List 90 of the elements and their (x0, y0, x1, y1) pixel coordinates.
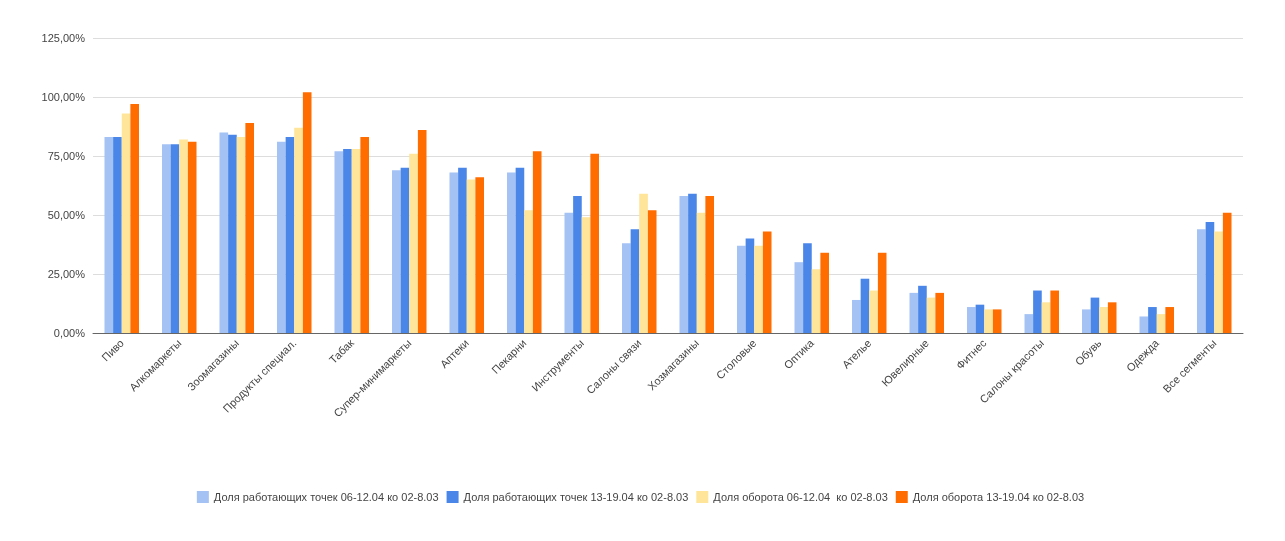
y-tick-label: 100,00% (41, 91, 86, 103)
bar (737, 245, 746, 333)
bar (1148, 307, 1157, 333)
bar (1222, 212, 1232, 333)
bar (1024, 314, 1034, 333)
bar (1214, 231, 1223, 333)
bar (515, 167, 525, 333)
bar (803, 243, 812, 333)
bar (1205, 222, 1215, 333)
bar (984, 309, 993, 333)
bar (179, 139, 188, 333)
bar (745, 238, 755, 333)
y-tick-label: 25,00% (47, 268, 86, 280)
bar (688, 193, 697, 333)
bar (417, 130, 427, 333)
bar (162, 144, 171, 333)
bar (967, 307, 976, 333)
bar (1082, 309, 1091, 333)
bar (975, 304, 985, 333)
bar (187, 141, 197, 333)
bar (820, 252, 829, 333)
bar (622, 243, 631, 333)
bar (1197, 229, 1206, 333)
bar (1165, 307, 1174, 333)
legend-label: Доля оборота 06-12.04 ко 02-8.03 (713, 491, 888, 503)
bar (1041, 302, 1051, 333)
bar (1050, 290, 1059, 333)
bar (285, 137, 295, 333)
bar (524, 210, 533, 333)
bar (334, 151, 344, 333)
bar (705, 196, 714, 333)
bar (564, 212, 574, 333)
bar (1107, 302, 1117, 333)
legend-label: Доля оборота 13-19.04 ко 02-8.03 (912, 491, 1085, 503)
bar (236, 137, 246, 333)
bar (245, 122, 254, 333)
bar (869, 290, 878, 333)
bar (360, 137, 369, 333)
bar (992, 309, 1002, 333)
bar (877, 252, 887, 333)
bar (458, 167, 467, 333)
bar (409, 153, 418, 333)
bar (507, 172, 516, 333)
bar (343, 148, 352, 333)
bar (1156, 314, 1166, 333)
bar (630, 229, 640, 333)
bar (130, 104, 139, 333)
bar (811, 269, 821, 333)
bar (277, 141, 286, 333)
bar (294, 127, 303, 333)
y-tick-label: 125,00% (41, 32, 86, 44)
bar (121, 113, 131, 333)
bar (170, 144, 180, 333)
bar (400, 167, 410, 333)
legend-label: Доля работающих точек 13-19.04 ко 02-8.03 (463, 491, 689, 503)
bar (532, 151, 542, 333)
y-tick-label: 0,00% (53, 327, 86, 339)
bar (909, 292, 919, 333)
bar (392, 170, 401, 333)
bar (590, 153, 599, 333)
bar (918, 285, 927, 333)
bar (696, 212, 706, 333)
legend-label: Доля работающих точек 06-12.04 ко 02-8.03 (213, 491, 439, 503)
bar (466, 179, 476, 333)
bar (351, 148, 361, 333)
bar (219, 132, 229, 333)
bar (935, 292, 944, 333)
bar (926, 297, 936, 333)
bar (449, 172, 459, 333)
bar (573, 196, 582, 333)
bar (228, 134, 237, 333)
bar (1090, 297, 1100, 333)
bar (104, 137, 114, 333)
y-tick-label: 50,00% (47, 209, 86, 221)
bar (794, 262, 804, 333)
bar (639, 193, 648, 333)
bar (475, 177, 484, 333)
bar (113, 137, 122, 333)
bar (1139, 316, 1149, 333)
bar (1033, 290, 1042, 333)
bar (754, 245, 763, 333)
bar (647, 210, 657, 333)
bar (679, 196, 689, 333)
bar (302, 92, 312, 333)
bar (581, 217, 591, 333)
bar (860, 278, 870, 333)
bar (1099, 307, 1108, 333)
bar (762, 231, 772, 333)
bar (852, 299, 861, 333)
y-tick-label: 75,00% (47, 150, 86, 162)
